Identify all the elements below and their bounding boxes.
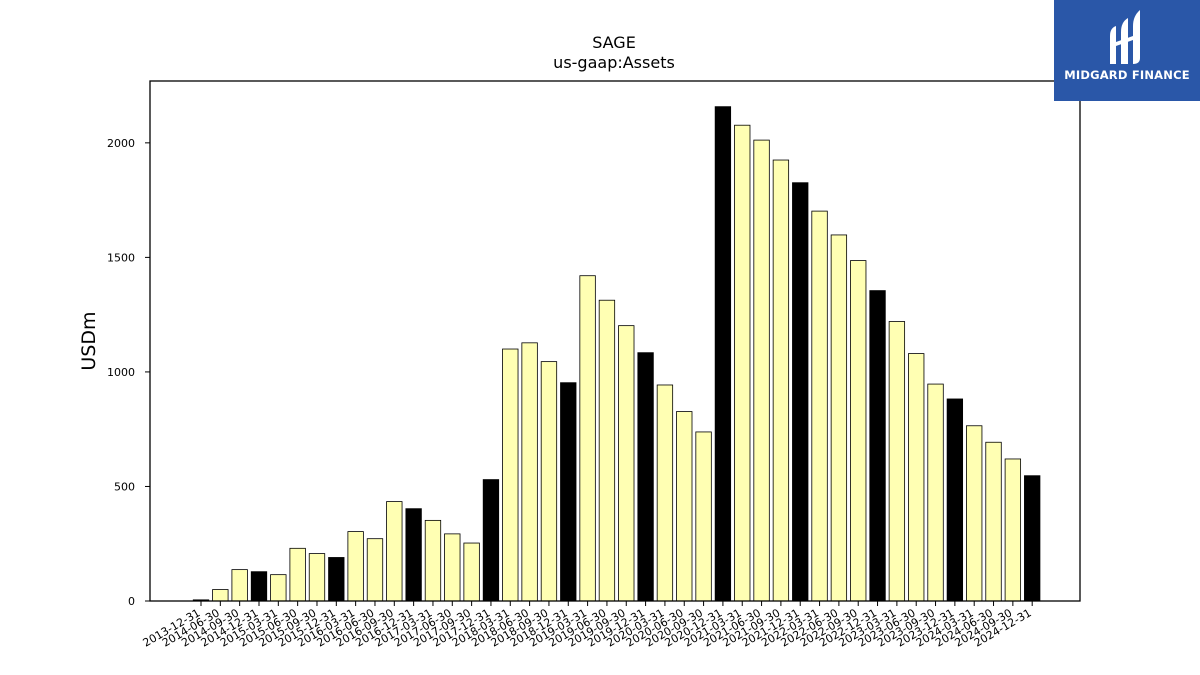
bars-group [192,106,1041,602]
y-axis-ticks: 0 500 1000 1500 2000 [107,137,150,608]
bar-2016-03-31 [347,531,364,602]
bar-2017-03-31 [424,519,442,602]
bar-2017-06-30 [444,533,461,602]
bar-2018-03-31 [502,348,519,602]
bar-2017-09-30 [463,542,480,602]
bar-2018-09-30 [540,361,558,602]
logo-text: MIDGARD FINANCE [1064,68,1190,82]
bar-2016-06-30 [366,538,384,602]
bar-2019-09-30 [618,325,635,602]
x-axis-ticks: 2013-12-312014-06-302014-09-302014-12-31… [141,601,1034,650]
bar-2022-03-31 [811,210,828,602]
y-tick-label: 1500 [107,251,135,264]
bar-2015-06-30 [289,547,306,602]
bar-2021-12-31 [792,182,809,602]
logo-mark-icon [1110,10,1140,64]
bar-2023-03-31 [888,321,906,602]
bar-2020-03-31 [656,384,674,602]
bar-2024-09-30 [1004,458,1022,602]
bar-2021-06-30 [753,139,770,602]
bar-2015-12-31 [328,557,345,602]
bar-2023-12-31 [946,398,964,602]
chart-subtitle: us-gaap:Assets [553,53,675,72]
y-tick-label: 2000 [107,137,135,150]
bar-2018-06-30 [521,342,538,602]
bar-2018-12-31 [560,382,577,602]
bar-2022-06-30 [830,234,848,602]
bar-2023-06-30 [908,353,925,602]
bar-2019-12-31 [637,352,654,602]
midgard-finance-logo: MIDGARD FINANCE [1054,0,1200,101]
plot-frame [149,80,1081,602]
bar-2022-09-30 [850,260,867,602]
y-tick-label: 1000 [107,366,135,379]
bar-2024-06-30 [985,441,1002,602]
bar-2024-12-31 [1024,475,1041,602]
bar-2021-03-31 [734,124,751,602]
bar-2020-12-31 [714,106,732,602]
bar-2019-03-31 [579,275,596,602]
y-tick-label: 0 [128,595,135,608]
bar-2022-12-31 [869,290,886,602]
bar-2019-06-30 [598,299,616,602]
bar-2021-09-30 [772,159,790,602]
bar-2014-09-30 [231,569,248,602]
bar-2016-09-30 [386,501,403,602]
bar-2015-03-31 [270,574,287,602]
bar-2014-06-30 [212,589,229,602]
bar-2023-09-30 [927,383,944,602]
bar-2024-03-31 [966,425,983,602]
bar-2020-09-30 [695,431,712,602]
y-tick-label: 500 [114,480,135,493]
bar-2014-12-31 [250,571,268,602]
chart-title: SAGE [592,33,636,52]
bar-2016-12-31 [405,508,422,602]
y-axis-label: USDm [78,311,100,370]
bar-2020-06-30 [676,411,693,602]
bar-2015-09-30 [308,553,326,602]
bar-2017-12-31 [482,479,500,602]
